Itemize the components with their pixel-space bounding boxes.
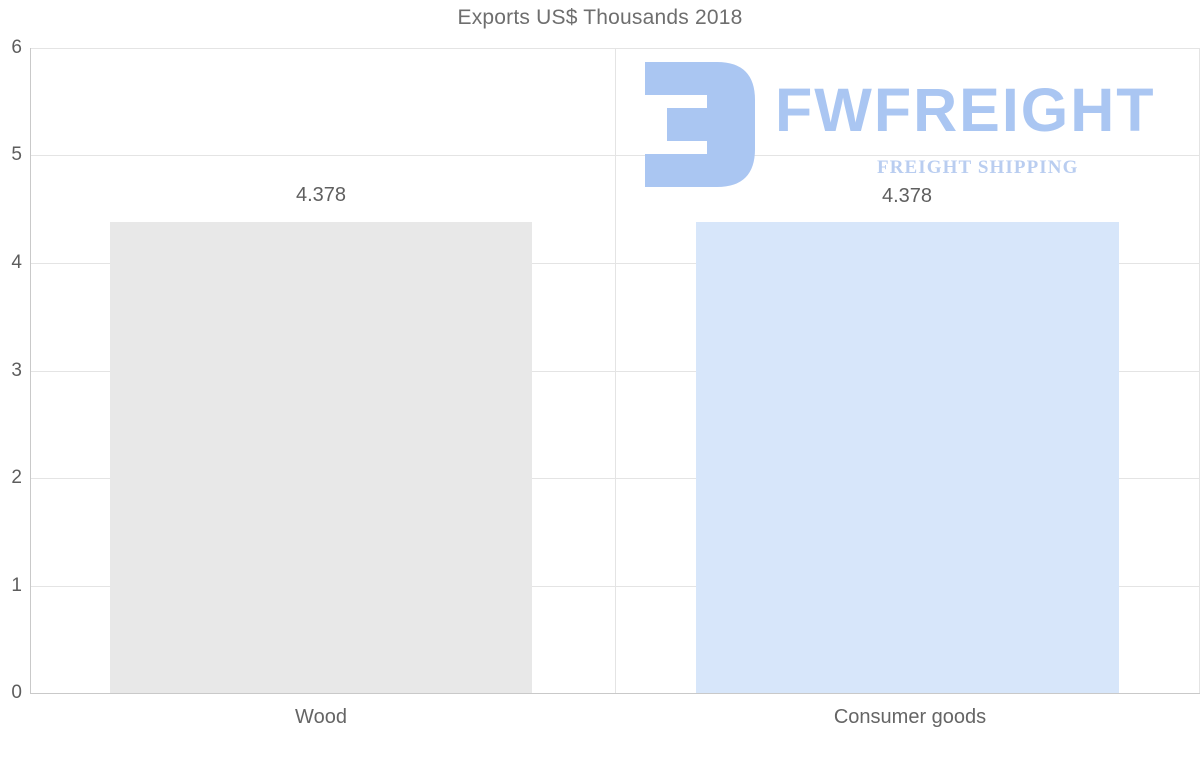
x-axis-label-consumer-goods: Consumer goods (833, 706, 987, 728)
bar-consumer-goods[interactable] (696, 222, 1119, 693)
y-tick-5: 5 (11, 144, 22, 165)
bar-value-label-consumer-goods: 4.378 (881, 185, 933, 207)
chart-title: Exports US$ Thousands 2018 (457, 6, 743, 29)
gridline-category-divider (615, 48, 616, 693)
plot-area (30, 48, 1200, 693)
bar-value-label-wood: 4.378 (295, 184, 347, 206)
y-tick-6: 6 (11, 37, 22, 58)
y-tick-4: 4 (11, 252, 22, 273)
bar-wood[interactable] (110, 222, 532, 693)
y-tick-1: 1 (11, 575, 22, 596)
x-axis-label-wood: Wood (295, 706, 347, 728)
y-tick-0: 0 (11, 682, 22, 703)
y-tick-3: 3 (11, 360, 22, 381)
y-axis-line (30, 48, 31, 694)
y-tick-2: 2 (11, 467, 22, 488)
x-axis-line (30, 693, 1200, 694)
